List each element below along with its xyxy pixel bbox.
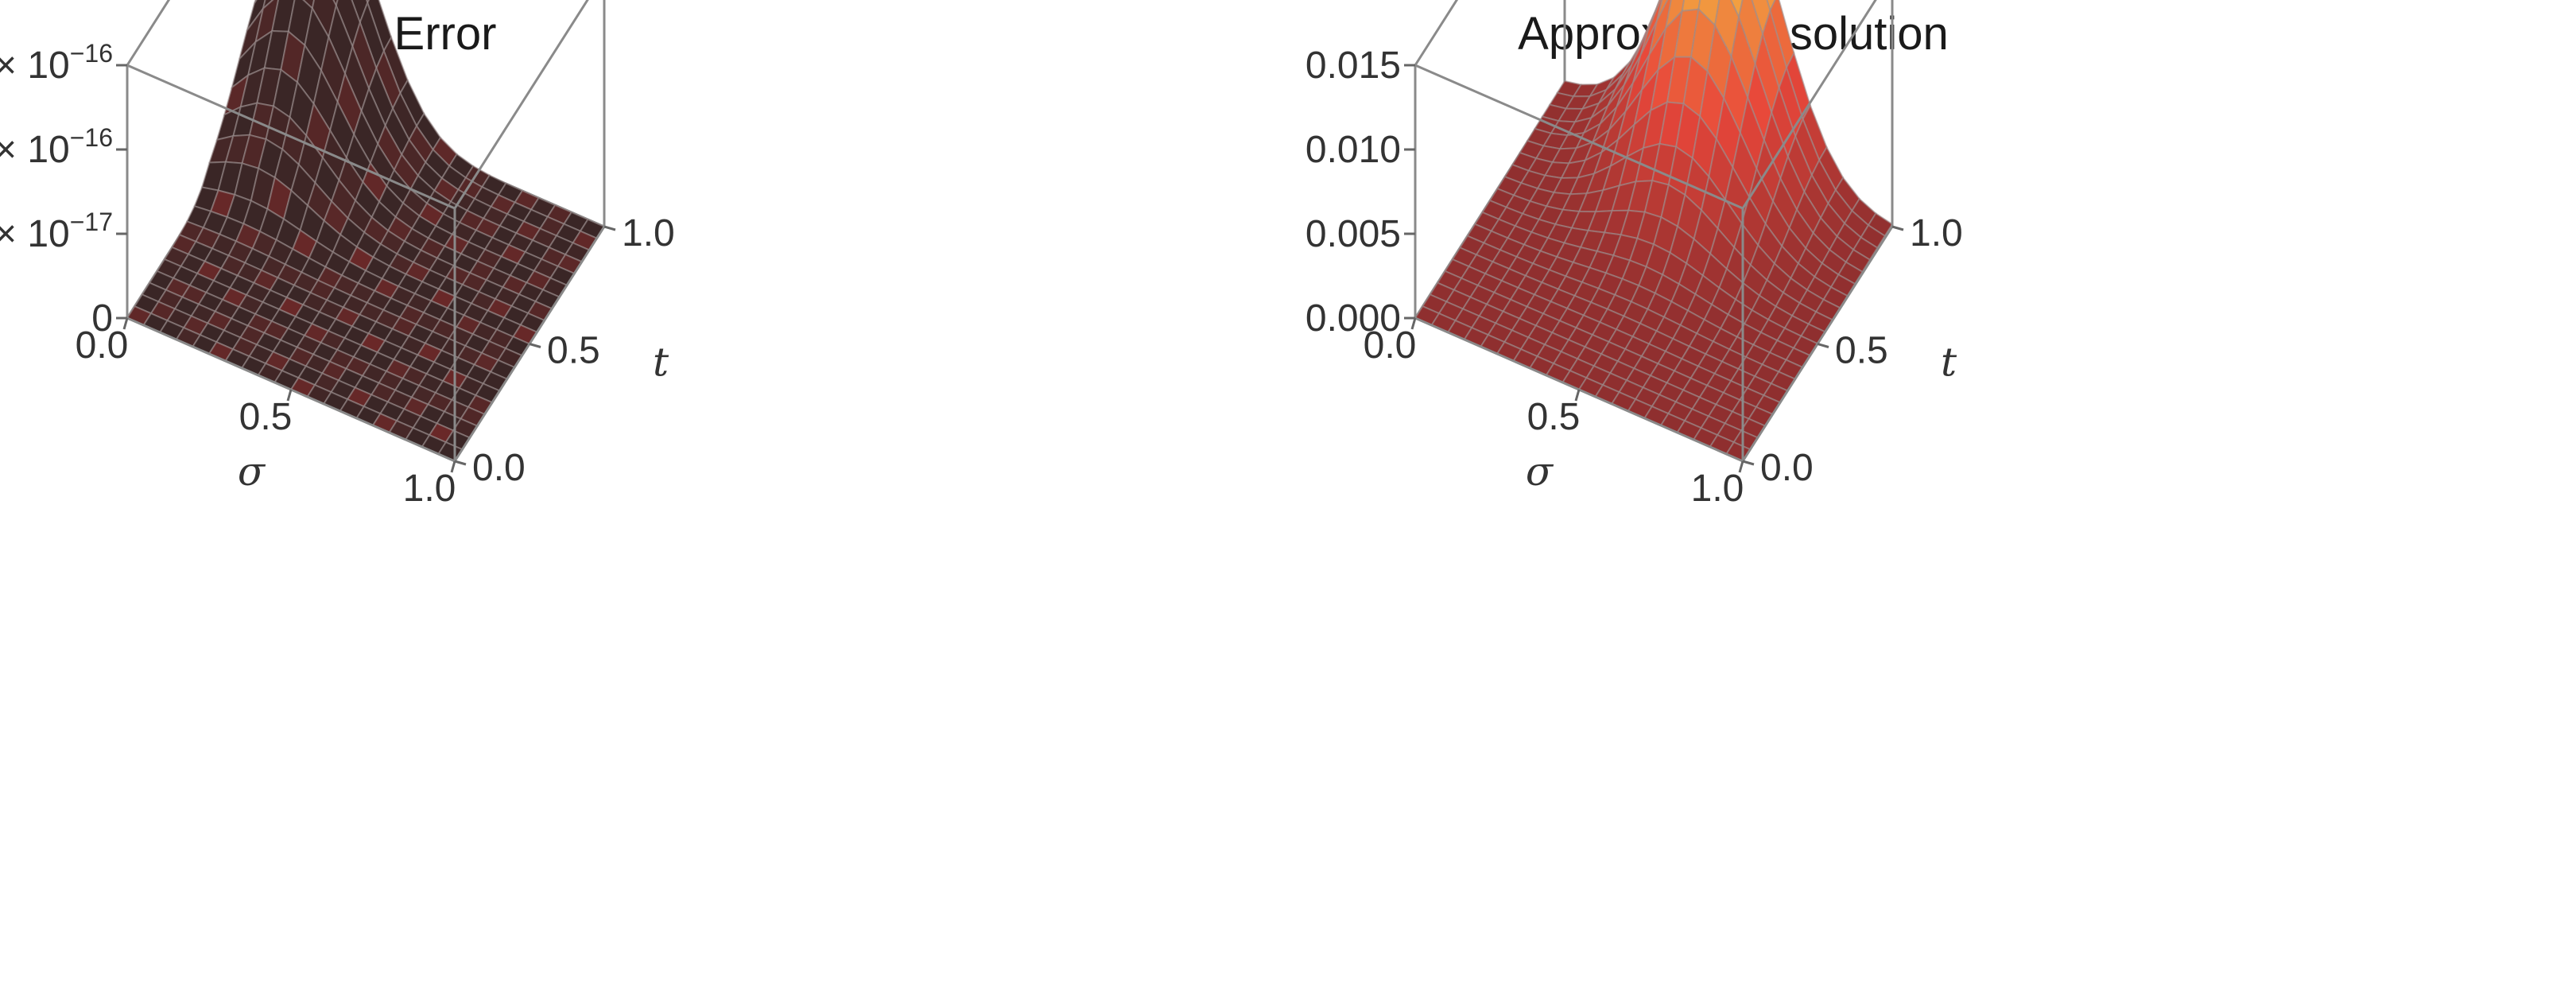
z-tick-label: 1 × 10−16 (0, 123, 113, 171)
z-tick-label: 0.015 (1305, 45, 1401, 87)
t-tick-mark (529, 343, 541, 348)
t-tick-label: 1.0 (1910, 212, 1963, 254)
sigma-tick-label: 0.5 (1527, 396, 1581, 438)
error-chart-title: Error (394, 8, 497, 60)
sigma-tick-label: 0.5 (239, 396, 293, 438)
sigma-axis-label: σ (238, 448, 266, 495)
t-tick-mark (1891, 225, 1904, 231)
t-tick-mark (1817, 343, 1829, 348)
approx-plot-panel: Approximate solution 0.00.51.0σ0.00.51.0… (1288, 0, 2560, 994)
t-tick-label: 0.5 (547, 330, 600, 372)
sigma-tick-mark (1574, 389, 1581, 402)
sigma-tick-mark (286, 389, 293, 402)
approx-surface-chart: Approximate solution 0.00.51.0σ0.00.51.0… (1305, 0, 1963, 510)
t-axis-label: t (653, 340, 669, 386)
error-plot-panel: Error 0.0 0.5 1.0 σ 0.0 0.5 1.0 t 0 5 × 10−17 1 × … (0, 0, 1272, 994)
t-tick-label: 0.5 (1835, 330, 1888, 372)
sigma-tick-mark (1738, 460, 1744, 473)
error-surface-chart: Error 0.0 0.5 1.0 σ 0.0 0.5 1.0 t 0 5 × 10−17 1 × … (0, 0, 675, 510)
z-tick-label: 0.010 (1305, 129, 1401, 171)
z-tick-label: 0.000 (1305, 297, 1401, 340)
sigma-tick-label: 1.0 (1691, 468, 1744, 510)
sigma-tick-mark (450, 460, 456, 473)
t-tick-mark (603, 225, 616, 231)
z-tick-label: 1.5 × 10−16 (0, 39, 113, 87)
t-tick-mark (1742, 460, 1755, 466)
sigma-tick-label: 1.0 (403, 468, 456, 510)
sigma-tick-mark (122, 317, 129, 330)
surface-mesh (1414, 0, 1894, 463)
t-tick-label: 1.0 (622, 212, 675, 254)
sigma-tick-label: 0.0 (76, 324, 129, 367)
sigma-tick-mark (1410, 317, 1417, 330)
t-axis-label: t (1941, 340, 1957, 386)
t-tick-label: 0.0 (472, 447, 526, 489)
z-tick-label: 0.005 (1305, 213, 1401, 255)
z-tick-label: 5 × 10−17 (0, 208, 113, 255)
z-tick-label: 0 (91, 297, 113, 340)
box-front-edges (1414, 0, 1894, 463)
sigma-axis-label: σ (1526, 448, 1554, 495)
sigma-tick-label: 0.0 (1364, 324, 1417, 367)
t-tick-label: 0.0 (1760, 447, 1814, 489)
t-tick-mark (454, 460, 467, 466)
surface-mesh (126, 0, 606, 463)
